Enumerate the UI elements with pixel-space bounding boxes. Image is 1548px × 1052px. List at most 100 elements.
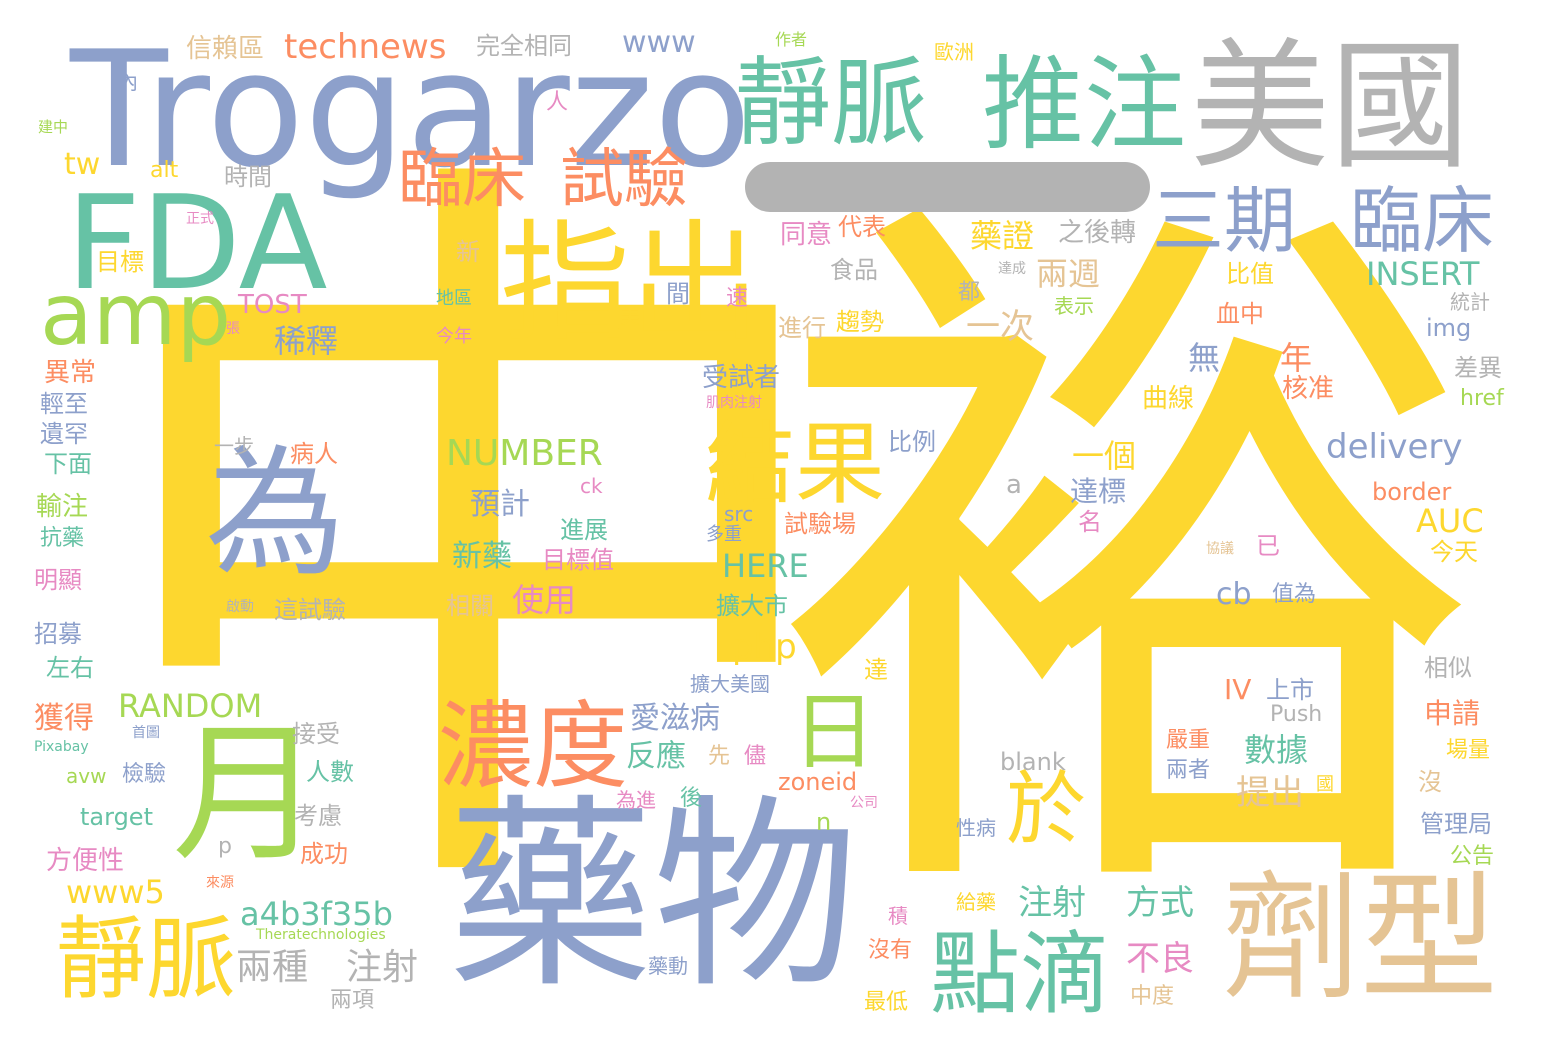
cloud-word: NUMBER (446, 433, 603, 474)
cloud-word: 建中 (38, 118, 69, 136)
cloud-word: 正式 (186, 211, 214, 227)
cloud-word: AUC (1416, 502, 1484, 540)
cloud-word: 臨床 (398, 143, 526, 217)
cloud-word: 名 (1078, 508, 1102, 536)
cloud-word: 今年 (436, 326, 472, 347)
cloud-word: 明顯 (34, 566, 82, 594)
cloud-word: cb (1216, 577, 1252, 612)
cloud-word: 方式 (1126, 883, 1194, 923)
cloud-word: Theratechnologies (256, 927, 386, 943)
cloud-word: 左右 (46, 654, 94, 682)
cloud-word: 相似 (1424, 654, 1472, 682)
cloud-word: zoneid (778, 768, 858, 796)
cloud-word: 方便性 (46, 846, 125, 876)
cloud-word: 指出 (500, 207, 761, 359)
cloud-word: 地區 (436, 288, 472, 309)
cloud-word: 受試者 (702, 363, 781, 393)
cloud-word: www (622, 25, 696, 60)
cloud-word: p (218, 834, 232, 859)
cloud-word: 儘 (744, 744, 767, 769)
cloud-word: src (724, 502, 754, 526)
cloud-word: 啟動 (226, 599, 254, 615)
cloud-word: IV (1224, 673, 1252, 706)
cloud-word: 多重 (706, 524, 742, 545)
cloud-word: 為進 (616, 788, 656, 812)
cloud-word: 試驗場 (784, 510, 856, 538)
cloud-word: amp (40, 265, 232, 365)
cloud-word: 結果 (705, 412, 885, 517)
cloud-word: 嚴重 (1166, 728, 1211, 753)
cloud-word: n (816, 808, 832, 836)
cloud-word: 相關 (446, 592, 494, 620)
cloud-word: 反應 (626, 739, 686, 774)
cloud-word: 國 (1316, 774, 1334, 795)
cloud-word: 成功 (300, 840, 348, 868)
cloud-word: 藥動 (648, 954, 688, 978)
cloud-word: 預計 (470, 487, 530, 522)
cloud-word: 都 (958, 280, 981, 305)
cloud-word: 考慮 (294, 802, 342, 830)
cloud-word: 為 (205, 433, 346, 596)
cloud-word: target (80, 803, 153, 831)
cloud-word: 歐洲 (934, 40, 974, 64)
cloud-word: 這試驗 (274, 596, 346, 624)
cloud-word: 擴大市 (716, 592, 788, 620)
cloud-word: 沒有 (868, 938, 913, 963)
cloud-word: 招募 (34, 620, 82, 648)
cloud-word: www5 (66, 873, 165, 911)
cloud-word: 代表 (838, 213, 886, 241)
cloud-word: 擴大美國 (690, 672, 770, 696)
cloud-word: 輕至 (40, 390, 88, 418)
cloud-word: delivery (1326, 427, 1463, 467)
cloud-word: 表示 (1054, 294, 1094, 318)
cloud-word: 比值 (1226, 260, 1274, 288)
cloud-word: Pixabay (34, 739, 89, 755)
cloud-word: avw (66, 764, 107, 788)
cloud-word: Trogarzo (70, 16, 752, 203)
cloud-word: href (1460, 386, 1504, 411)
cloud-word: 無 (1188, 339, 1221, 377)
cloud-word: 達 (864, 656, 888, 684)
cloud-word: HERE (722, 547, 809, 585)
cloud-word: 新 (456, 238, 480, 266)
cloud-word: 注射 (1018, 883, 1086, 923)
cloud-word: 兩週 (1036, 255, 1101, 293)
cloud-word: 作者 (775, 30, 808, 49)
cloud-word: 信賴區 (186, 34, 265, 64)
cloud-word: 提出 (1236, 773, 1304, 813)
cloud-word: 輸注 (36, 492, 89, 522)
cloud-word: 新藥 (452, 539, 512, 574)
cloud-word: a4b3f35b (240, 895, 393, 933)
cloud-word: 三期 (1152, 179, 1297, 263)
cloud-word: blank (1000, 748, 1066, 776)
cloud-word: tw (64, 147, 101, 182)
cloud-word: INSERT (1366, 255, 1480, 293)
cloud-word: 目標值 (542, 546, 614, 574)
cloud-word: 食品 (830, 256, 878, 284)
cloud-word: 達標 (1070, 475, 1127, 508)
cloud-word: 核准 (1282, 374, 1335, 404)
cloud-word: 下面 (44, 450, 92, 478)
cloud-word: 一個 (1072, 437, 1137, 475)
cloud-word: 使用 (512, 581, 577, 619)
cloud-word: 沒 (1418, 768, 1442, 796)
cloud-word: 後 (680, 786, 703, 811)
cloud-word: 統計 (1450, 290, 1490, 314)
cloud-word: 一次 (966, 307, 1034, 347)
cloud-word: 人 (546, 90, 569, 115)
cloud-word: border (1372, 478, 1452, 506)
cloud-word: 之後轉 (1058, 218, 1137, 248)
cloud-word: 日 (792, 683, 877, 781)
cloud-word: 達成 (998, 261, 1026, 277)
cloud-word: 兩種 (236, 947, 309, 988)
cloud-word: 性病 (956, 816, 996, 840)
cloud-word: 比例 (888, 428, 936, 456)
cloud-word: 趨勢 (836, 308, 884, 336)
cloud-word: ck (580, 474, 603, 498)
cloud-word: 內 (118, 70, 138, 94)
cloud-word: a (1006, 470, 1022, 500)
cloud-word: 首圖 (132, 725, 160, 741)
cloud-word: alt (150, 158, 179, 183)
cloud-word: 進行 (778, 314, 826, 342)
cloud-word: 遺罕 (40, 420, 88, 448)
